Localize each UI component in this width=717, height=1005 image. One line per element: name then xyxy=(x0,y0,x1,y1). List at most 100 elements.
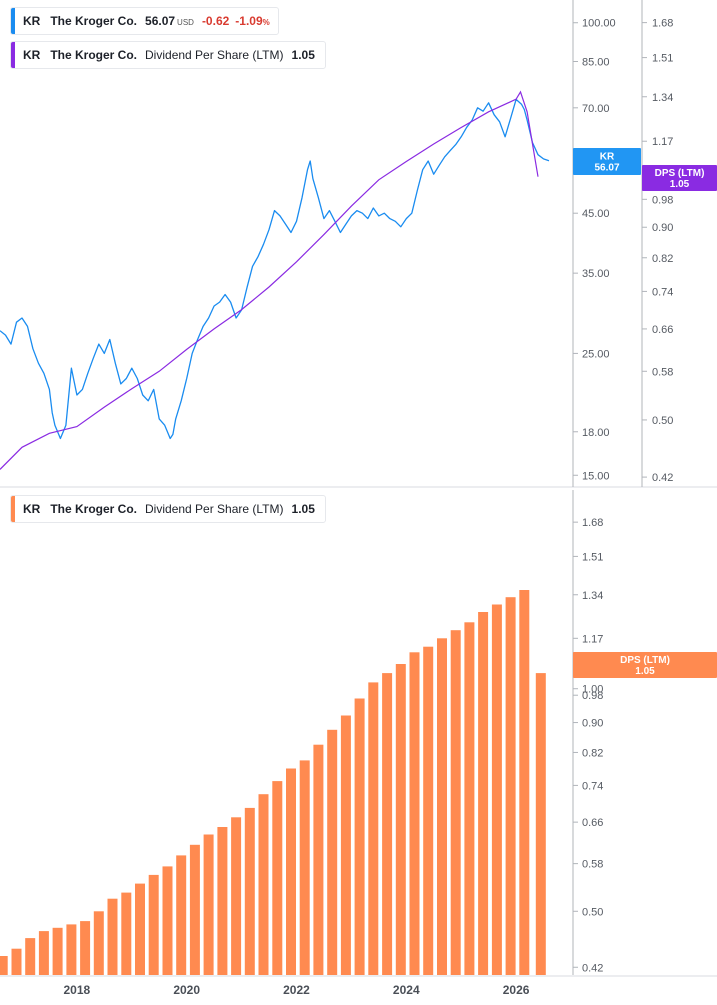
price-axis-tick-label: 45.00 xyxy=(582,208,610,220)
dps-bar xyxy=(505,597,516,975)
dps-axis-tick-label: 0.58 xyxy=(652,366,673,378)
bar-axis-tick-label: 0.90 xyxy=(582,718,603,730)
dps-bar xyxy=(299,760,310,975)
bar-axis-tick-label: 1.00 xyxy=(582,684,603,696)
bar-axis-tick-label: 0.74 xyxy=(582,780,603,792)
dps-bar xyxy=(80,921,91,975)
dps-bar xyxy=(25,938,36,975)
dps-bar xyxy=(327,729,338,975)
dps-series-line xyxy=(0,90,539,470)
dps-bar xyxy=(66,924,77,975)
price-axis-tick-label: 85.00 xyxy=(582,57,610,69)
dps-axis-tick-label: 0.50 xyxy=(652,415,673,427)
legend-price-value: 56.07 xyxy=(145,14,176,28)
legend-dps-overlay-ticker: KR xyxy=(23,48,41,62)
legend-dps-overlay-name: The Kroger Co. xyxy=(50,48,138,62)
dps-bar xyxy=(409,652,420,975)
dps-bar xyxy=(176,855,187,975)
legend-dps-overlay-value: 1.05 xyxy=(291,48,315,62)
dps-bottom-badge-line2: 1.05 xyxy=(635,666,655,677)
legend-dps-overlay-swatch xyxy=(11,42,15,68)
dps-bar xyxy=(450,630,461,975)
bar-axis-tick-label: 1.34 xyxy=(582,590,603,602)
dps-bar xyxy=(354,698,365,975)
bar-axis-tick-label: 0.66 xyxy=(582,817,603,829)
dps-axis-tick-label: 0.82 xyxy=(652,253,673,265)
bar-axis-tick-label: 1.51 xyxy=(582,551,603,563)
bar-axis-tick-label: 0.50 xyxy=(582,906,603,918)
price-axis-tick-label: 35.00 xyxy=(582,268,610,280)
dps-bar xyxy=(0,956,8,975)
dps-bar xyxy=(519,590,530,975)
price-axis-tick-label: 18.00 xyxy=(582,427,610,439)
dps-bar xyxy=(382,673,393,975)
bar-axis-tick-label: 0.58 xyxy=(582,859,603,871)
dps-bar xyxy=(203,834,214,975)
price-series-line xyxy=(0,98,550,440)
legend-dps-overlay-label: Dividend Per Share (LTM) xyxy=(145,48,284,62)
dps-bar xyxy=(437,638,447,975)
dps-top-badge-line1: DPS (LTM) xyxy=(655,168,705,179)
legend-price-change: -0.62 xyxy=(201,14,230,28)
legend-price-change-pct: -1.09% xyxy=(235,14,269,28)
dps-axis-tick-label: 0.74 xyxy=(652,286,673,298)
dps-bar xyxy=(395,664,406,975)
price-axis-tick-label: 25.00 xyxy=(582,348,610,360)
x-axis-tick-label: 2024 xyxy=(393,983,420,997)
bar-axis-tick-label: 0.82 xyxy=(582,747,603,759)
dps-top-badge-line2: 1.05 xyxy=(670,179,690,190)
dps-bar xyxy=(244,807,255,975)
dps-axis-tick-label: 0.42 xyxy=(652,472,673,484)
dps-bar xyxy=(340,715,351,975)
dps-bar xyxy=(231,817,242,975)
price-axis-tick-label: 100.00 xyxy=(582,18,616,30)
price-axis-tick-label: 15.00 xyxy=(582,470,610,482)
legend-dps-bars[interactable]: KR The Kroger Co. Dividend Per Share (LT… xyxy=(10,495,326,523)
dps-axis-tick-label: 1.17 xyxy=(652,136,673,148)
dps-bar xyxy=(52,927,63,975)
change-pct-value: -1.09 xyxy=(235,14,263,28)
bar-axis-tick-label: 0.42 xyxy=(582,962,603,974)
dps-bar xyxy=(464,622,475,975)
dps-bar xyxy=(272,781,283,975)
dps-bar xyxy=(478,612,489,975)
legend-price-swatch xyxy=(11,8,15,34)
bar-axis-tick-label: 1.68 xyxy=(582,517,603,529)
dps-bar xyxy=(491,604,502,975)
x-axis-tick-label: 2026 xyxy=(503,983,530,997)
dps-bar xyxy=(135,883,145,975)
dps-bar xyxy=(258,794,269,975)
dps-bottom-badge-line1: DPS (LTM) xyxy=(620,655,670,666)
dps-axis-tick-label: 1.68 xyxy=(652,18,673,30)
dps-bar xyxy=(217,827,228,975)
dps-bar xyxy=(38,931,49,975)
legend-price-currency: USD xyxy=(177,18,194,27)
legend-price-name: The Kroger Co. xyxy=(50,14,138,28)
price-axis-tick-label: 70.00 xyxy=(582,103,610,115)
legend-dps-bars-value: 1.05 xyxy=(291,502,315,516)
bar-axis-tick-label: 0.98 xyxy=(582,690,603,702)
dps-bar xyxy=(148,874,159,975)
dps-top-badge xyxy=(642,165,717,191)
dps-bar xyxy=(286,768,296,975)
dps-bar xyxy=(93,911,104,975)
legend-price[interactable]: KR The Kroger Co. 56.07 USD -0.62 -1.09% xyxy=(10,7,279,35)
dps-bar xyxy=(11,948,22,975)
dps-bar xyxy=(423,646,434,975)
dps-bar xyxy=(313,744,324,975)
legend-dps-overlay[interactable]: KR The Kroger Co. Dividend Per Share (LT… xyxy=(10,41,326,69)
dps-bar xyxy=(535,673,546,975)
price-badge xyxy=(573,148,641,175)
dps-axis-tick-label: 0.66 xyxy=(652,324,673,336)
dps-bar xyxy=(368,682,379,975)
dps-bar xyxy=(162,866,173,975)
x-axis-tick-label: 2018 xyxy=(64,983,91,997)
dps-bar xyxy=(107,898,118,975)
price-badge-line1: KR xyxy=(600,152,615,163)
dps-bar xyxy=(189,844,200,975)
dps-axis-tick-label: 0.90 xyxy=(652,222,673,234)
x-axis-tick-label: 2022 xyxy=(283,983,310,997)
dps-bottom-badge xyxy=(573,652,717,678)
legend-dps-bars-name: The Kroger Co. xyxy=(50,502,138,516)
